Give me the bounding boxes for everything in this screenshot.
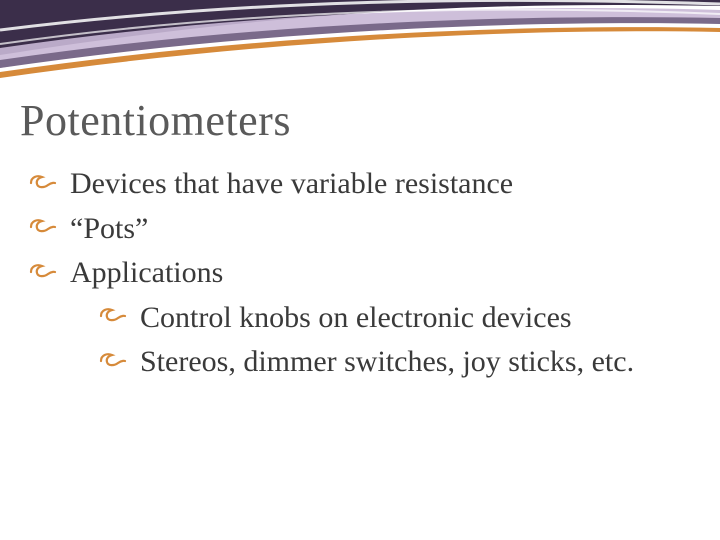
sub-bullet-text: Control knobs on electronic devices xyxy=(140,301,572,334)
slide-title: Potentiometers xyxy=(20,95,700,146)
swirl-bullet-icon xyxy=(98,305,128,327)
sub-bullet-text: Stereos, dimmer switches, joy sticks, et… xyxy=(140,345,634,378)
bullet-item: Devices that have variable resistance xyxy=(28,164,700,205)
bullet-text: “Pots” xyxy=(70,212,148,245)
bullet-item: Applications Control knobs on electronic… xyxy=(28,253,700,383)
swirl-bullet-icon xyxy=(28,216,58,238)
bullet-list: Devices that have variable resistance “P… xyxy=(28,164,700,383)
header-decor xyxy=(0,0,720,90)
bullet-text: Applications xyxy=(70,256,223,289)
sub-bullet-list: Control knobs on electronic devices Ster… xyxy=(98,298,700,383)
swirl-bullet-icon xyxy=(98,350,128,372)
bullet-text: Devices that have variable resistance xyxy=(70,167,513,200)
sub-bullet-item: Stereos, dimmer switches, joy sticks, et… xyxy=(98,342,700,383)
swirl-bullet-icon xyxy=(28,172,58,194)
swirl-bullet-icon xyxy=(28,261,58,283)
bullet-item: “Pots” xyxy=(28,209,700,250)
slide-content: Potentiometers Devices that have variabl… xyxy=(20,95,700,387)
sub-bullet-item: Control knobs on electronic devices xyxy=(98,298,700,339)
